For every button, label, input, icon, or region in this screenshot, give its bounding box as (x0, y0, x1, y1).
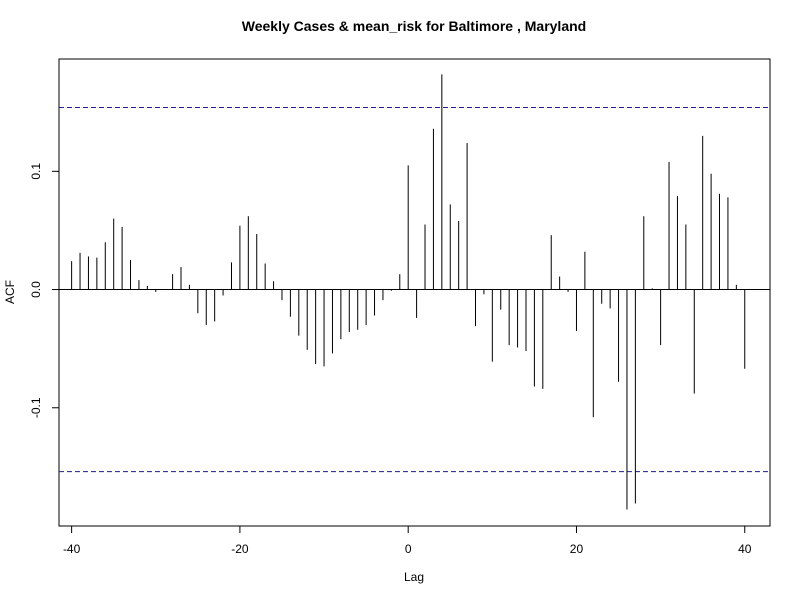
chart-title: Weekly Cases & mean_risk for Baltimore ,… (242, 18, 586, 34)
y-tick-label: 0.0 (29, 281, 43, 298)
y-axis: -0.1 0.0 0.1 (29, 163, 60, 418)
x-tick-label: 40 (738, 542, 752, 556)
y-tick-label: 0.1 (29, 163, 43, 180)
x-axis: -40 -20 0 20 40 (63, 525, 752, 556)
x-tick-label: -40 (63, 542, 81, 556)
x-tick-label: -20 (231, 542, 249, 556)
acf-bars (71, 74, 746, 510)
y-axis-label: ACF (3, 280, 17, 304)
x-tick-label: 0 (405, 542, 412, 556)
y-tick-label: -0.1 (29, 397, 43, 418)
x-axis-label: Lag (404, 570, 424, 584)
x-tick-label: 20 (570, 542, 584, 556)
